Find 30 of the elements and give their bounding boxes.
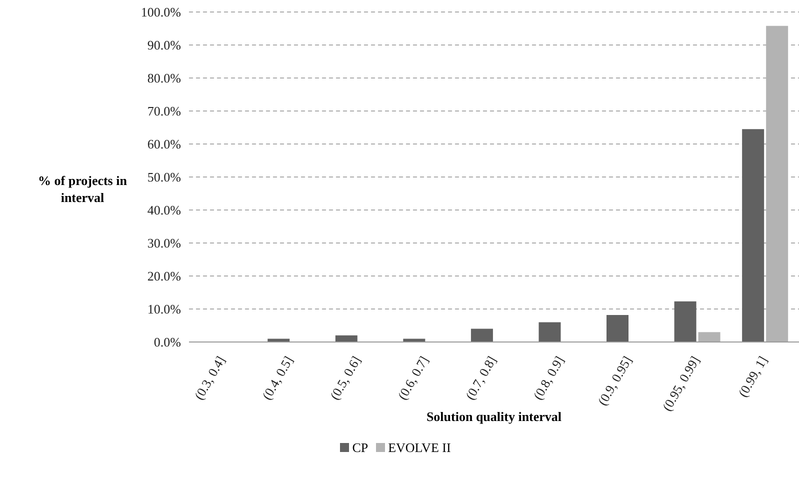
bar xyxy=(674,301,696,342)
legend-label: EVOLVE II xyxy=(387,440,451,455)
bar xyxy=(403,338,426,342)
y-axis-title: % of projects in interval xyxy=(37,172,128,206)
x-tick-label: (0.3, 0.4] xyxy=(191,353,228,402)
y-tick-label: 60.0% xyxy=(147,136,182,152)
bar xyxy=(335,335,358,342)
x-tick-label: (0.5, 0.6] xyxy=(326,353,364,402)
y-tick-label: 90.0% xyxy=(147,38,182,53)
y-tick-label: 0.0% xyxy=(154,334,182,350)
y-tick-label: 50.0% xyxy=(147,170,182,185)
x-tick-label: (0.4, 0.5] xyxy=(259,353,296,402)
y-tick-label: 40.0% xyxy=(147,202,182,218)
y-tick-label: 10.0% xyxy=(147,302,182,317)
y-tick-label: 20.0% xyxy=(147,268,182,284)
bar xyxy=(606,314,629,342)
y-tick-label: 80.0% xyxy=(147,70,182,86)
bar xyxy=(268,338,290,342)
y-tick-label: 30.0% xyxy=(147,236,182,251)
y-tick-label: 70.0% xyxy=(147,104,182,119)
bar xyxy=(698,332,720,342)
bar xyxy=(538,322,561,342)
y-tick-label: 100.0% xyxy=(140,4,182,20)
bar xyxy=(470,328,493,342)
x-tick-label: (0.7, 0.8] xyxy=(462,353,500,402)
legend-label: CP xyxy=(351,440,368,455)
x-axis-title: Solution quality interval xyxy=(426,409,562,424)
x-tick-label: (0.8, 0.9] xyxy=(530,353,567,402)
bar xyxy=(742,129,764,342)
x-tick-label: (0.6, 0.7] xyxy=(394,353,432,402)
